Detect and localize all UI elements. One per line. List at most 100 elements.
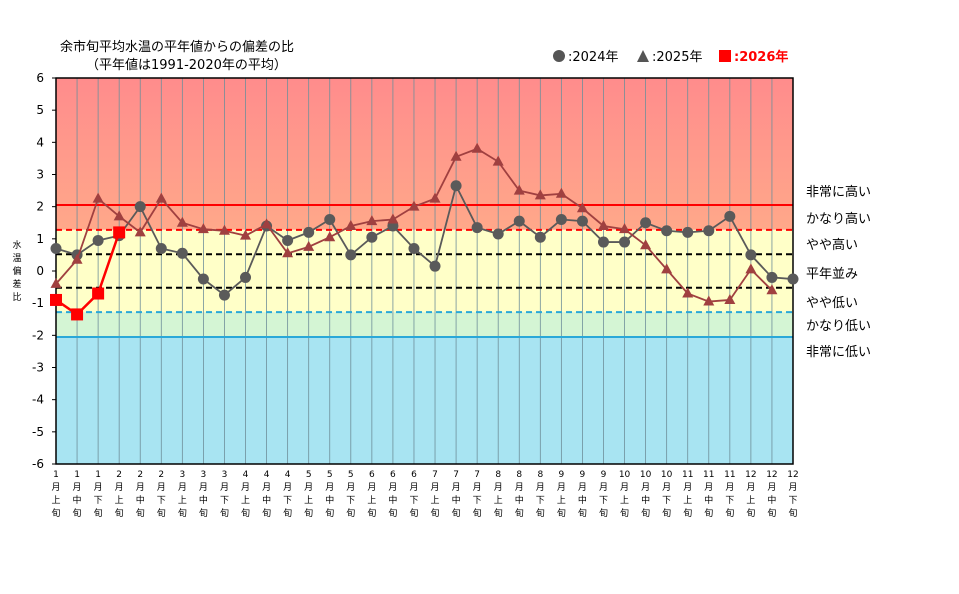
point-2025 — [366, 215, 378, 226]
x-tick-part-unit: 旬 — [220, 507, 229, 519]
point-2025 — [429, 192, 441, 203]
x-tick-part-unit: 旬 — [641, 507, 650, 519]
x-tick-part: 上 — [51, 495, 60, 506]
x-tick-part: 上 — [178, 495, 187, 506]
x-tick-month-unit: 月 — [704, 482, 713, 493]
legend-2024-label: :2024年 — [568, 50, 619, 65]
legend-square-icon — [719, 49, 731, 62]
legend-2025-label: :2025年 — [652, 50, 703, 65]
point-2025 — [703, 295, 715, 306]
point-2025 — [71, 253, 83, 264]
x-tick-part: 中 — [452, 494, 461, 506]
point-2025 — [345, 219, 357, 230]
x-tick-part-unit: 旬 — [325, 507, 334, 519]
point-2024 — [513, 215, 525, 227]
point-2025 — [766, 284, 778, 295]
x-tick-part-unit: 旬 — [178, 507, 187, 519]
x-tick-month: 10 — [661, 470, 673, 480]
x-tick-part-unit: 旬 — [283, 507, 292, 519]
point-2025 — [408, 200, 420, 211]
point-2024 — [745, 249, 757, 261]
x-tick-month-unit: 月 — [388, 482, 397, 493]
x-tick-month-unit: 月 — [683, 482, 692, 493]
x-tick-part-unit: 旬 — [346, 507, 355, 519]
x-tick-month-unit: 月 — [578, 482, 587, 493]
point-2024 — [450, 180, 462, 192]
x-tick-month-unit: 月 — [94, 482, 103, 493]
x-tick-part-unit: 旬 — [515, 507, 524, 519]
point-2026 — [71, 308, 84, 321]
point-2024 — [703, 225, 715, 237]
x-tick-month: 11 — [682, 470, 693, 480]
x-tick-part: 下 — [409, 496, 418, 506]
point-2025 — [555, 187, 567, 198]
point-2025 — [450, 150, 462, 161]
point-2025 — [261, 218, 273, 229]
point-2025 — [240, 229, 252, 240]
point-2025 — [597, 219, 609, 230]
x-tick-part: 中 — [388, 494, 397, 506]
point-2024 — [766, 271, 778, 283]
x-tick-month-unit: 月 — [725, 482, 734, 493]
x-tick-month: 12 — [745, 470, 756, 480]
x-tick-month-unit: 月 — [346, 482, 355, 493]
x-tick-month: 3 — [179, 470, 185, 480]
x-tick-part: 上 — [557, 495, 566, 506]
x-tick-part: 上 — [367, 495, 376, 506]
zone-label-very-low: 非常に低い — [806, 345, 872, 360]
x-tick-part-unit: 旬 — [473, 507, 482, 519]
x-tick-month-unit: 月 — [51, 482, 60, 493]
point-2025 — [724, 293, 736, 304]
x-tick-month: 5 — [306, 470, 312, 480]
point-2025 — [619, 223, 631, 234]
point-2024 — [134, 201, 146, 213]
x-tick-part: 上 — [746, 495, 755, 506]
x-tick-part-unit: 旬 — [536, 507, 545, 519]
point-2024 — [176, 247, 188, 259]
x-tick-part-unit: 旬 — [704, 507, 713, 519]
point-2024 — [197, 273, 209, 285]
zone-label-slightly-high: やや高い — [806, 238, 859, 253]
x-tick-part-unit: 旬 — [746, 507, 755, 519]
legend-2026: :2026年 — [718, 46, 788, 65]
x-tick-part-unit: 旬 — [115, 507, 124, 519]
x-tick-part: 上 — [115, 495, 124, 506]
point-2025 — [218, 224, 230, 235]
y-tick-label: 1 — [36, 232, 44, 246]
point-2024 — [345, 249, 357, 261]
x-tick-part-unit: 旬 — [73, 507, 82, 519]
y-tick-label: 2 — [36, 200, 44, 214]
point-2024 — [366, 231, 378, 243]
x-tick-part-unit: 旬 — [620, 507, 629, 519]
point-2026 — [50, 293, 62, 306]
x-tick-part-unit: 旬 — [725, 507, 734, 519]
zone-label-high: かなり高い — [806, 212, 872, 227]
point-2024 — [324, 214, 336, 226]
series-line-2026年 — [55, 231, 121, 317]
x-tick-month-unit: 月 — [494, 482, 503, 493]
x-tick-part-unit: 旬 — [94, 507, 103, 519]
x-tick-month: 12 — [766, 470, 777, 480]
point-2025 — [682, 287, 694, 298]
x-tick-part-unit: 旬 — [136, 507, 145, 519]
x-tick-month: 2 — [137, 470, 143, 480]
point-2025 — [113, 210, 125, 221]
x-tick-part: 中 — [515, 494, 524, 506]
point-2025 — [197, 223, 209, 234]
x-tick-part-unit: 旬 — [199, 507, 208, 519]
x-tick-month-unit: 月 — [304, 482, 313, 493]
x-tick-month: 6 — [411, 470, 417, 480]
x-tick-month-unit: 月 — [767, 482, 776, 493]
x-tick-month-unit: 月 — [115, 482, 124, 493]
x-tick-month: 7 — [432, 470, 438, 480]
legend-circle-icon — [553, 49, 565, 62]
x-tick-part: 下 — [662, 496, 671, 506]
legend-2025: :2025年 — [636, 46, 702, 65]
x-tick-part: 下 — [788, 496, 797, 506]
x-tick-part: 上 — [620, 495, 629, 506]
y-tick-label: -5 — [32, 425, 44, 439]
x-tick-part-unit: 旬 — [767, 507, 776, 519]
x-tick-month: 11 — [724, 470, 735, 480]
x-tick-month-unit: 月 — [241, 482, 250, 493]
